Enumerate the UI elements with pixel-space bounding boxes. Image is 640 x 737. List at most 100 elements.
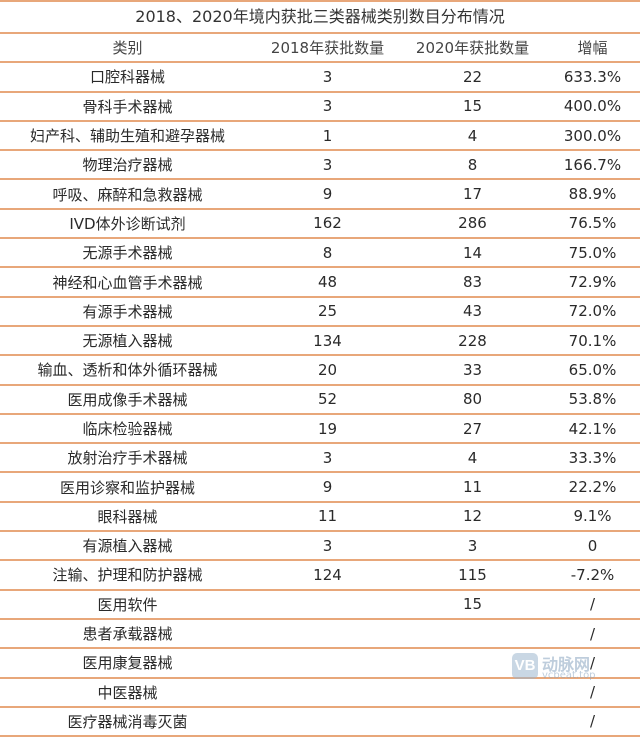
category-cell: 医用软件	[97, 595, 158, 614]
category-cell: IVD体外诊断试剂	[69, 214, 186, 233]
count-2020-cell: 286	[458, 214, 487, 233]
category-cell: 口腔科器械	[89, 68, 165, 87]
count-2018-cell: 8	[322, 243, 333, 262]
table-row: 输血、透析和体外循环器械 20 33 65.0%	[0, 356, 640, 386]
count-2020-cell: 43	[462, 302, 483, 321]
count-2018-cell: 3	[322, 97, 333, 116]
growth-cell: /	[589, 595, 596, 614]
count-2020-cell: 15	[462, 97, 483, 116]
count-2018-cell: 25	[317, 302, 338, 321]
table-row: 医用康复器械 /	[0, 649, 640, 679]
growth-cell: 0	[587, 536, 598, 555]
growth-cell: 65.0%	[568, 360, 617, 379]
table-row: 医用成像手术器械 52 80 53.8%	[0, 386, 640, 415]
category-cell: 临床检验器械	[82, 420, 173, 438]
category-cell: 注输、护理和防护器械	[52, 566, 203, 585]
category-cell: 骨科手术器械	[82, 97, 173, 116]
growth-cell: 53.8%	[568, 390, 617, 409]
table-row: 口腔科器械 3 22 633.3%	[0, 63, 640, 93]
category-cell: 医用康复器械	[82, 654, 173, 673]
count-2018-cell: 9	[322, 185, 333, 204]
category-cell: 神经和心血管手术器械	[52, 273, 203, 292]
count-2020-cell: 115	[458, 565, 487, 584]
table-row: 医用软件 15 /	[0, 591, 640, 620]
count-2018-cell: 48	[317, 273, 338, 292]
growth-cell: 72.9%	[568, 273, 617, 292]
growth-cell: 400.0%	[563, 97, 622, 116]
header-2020-count: 2020年获批数量	[415, 39, 530, 58]
count-2018-cell: 3	[322, 155, 333, 174]
count-2018-cell: 124	[313, 565, 342, 584]
table-row: 有源手术器械 25 43 72.0%	[0, 298, 640, 327]
count-2020-cell: 12	[462, 507, 483, 526]
count-2020-cell: 22	[462, 67, 483, 86]
table-row: 注输、护理和防护器械 124 115 -7.2%	[0, 561, 640, 591]
count-2020-cell: 17	[462, 185, 483, 204]
table-row: 医疗器械消毒灭菌 /	[0, 708, 640, 737]
table-body: 口腔科器械 3 22 633.3% 骨科手术器械 3 15 400.0% 妇产科、辅助生殖和避孕…	[0, 63, 640, 737]
count-2018-cell: 1	[322, 126, 333, 145]
category-cell: 无源植入器械	[82, 332, 173, 351]
table-row: 有源植入器械 3 3 0	[0, 532, 640, 562]
count-2020-cell: 8	[467, 155, 478, 174]
count-2020-cell: 33	[462, 360, 483, 379]
growth-cell: /	[589, 624, 596, 643]
table-row: 物理治疗器械 3 8 166.7%	[0, 151, 640, 181]
table-row: 呼吸、麻醉和急救器械 9 17 88.9%	[0, 180, 640, 210]
category-cell: 医用成像手术器械	[67, 390, 188, 409]
count-2018-cell: 11	[317, 507, 338, 526]
header-category: 类别	[112, 39, 143, 58]
category-cell: 妇产科、辅助生殖和避孕器械	[29, 127, 225, 146]
table-row: 医用诊察和监护器械 9 11 22.2%	[0, 473, 640, 503]
growth-cell: -7.2%	[570, 565, 615, 584]
table-row: 临床检验器械 19 27 42.1%	[0, 415, 640, 445]
table-row: 放射治疗手术器械 3 4 33.3%	[0, 444, 640, 474]
watermark-site: vcbeat.top	[542, 670, 596, 681]
growth-cell: /	[589, 712, 596, 731]
count-2020-cell: 80	[462, 390, 483, 409]
category-cell: 无源手术器械	[82, 244, 173, 263]
count-2020-cell: 83	[462, 273, 483, 292]
header-growth: 增幅	[577, 39, 608, 58]
count-2018-cell: 20	[317, 360, 338, 379]
table-title: 2018、2020年境内获批三类器械类别数目分布情况	[0, 0, 640, 34]
table-row: 神经和心血管手术器械 48 83 72.9%	[0, 268, 640, 298]
category-cell: 患者承载器械	[82, 625, 173, 644]
count-2020-cell: 11	[462, 478, 483, 497]
count-2018-cell: 3	[322, 67, 333, 86]
count-2020-cell: 4	[467, 126, 478, 145]
count-2018-cell: 9	[322, 478, 333, 497]
growth-cell: 72.0%	[568, 302, 617, 321]
category-cell: 输血、透析和体外循环器械	[37, 361, 218, 380]
category-cell: 放射治疗手术器械	[67, 449, 188, 468]
growth-cell: /	[589, 683, 596, 702]
growth-cell: 88.9%	[568, 185, 617, 204]
category-cell: 中医器械	[97, 683, 158, 702]
growth-cell: 633.3%	[563, 67, 622, 86]
growth-cell: 75.0%	[568, 243, 617, 262]
category-cell: 眼科器械	[97, 507, 158, 526]
count-2020-cell: 3	[467, 536, 478, 555]
table-row: 无源手术器械 8 14 75.0%	[0, 239, 640, 269]
count-2020-cell: 15	[462, 595, 483, 614]
growth-cell: 9.1%	[573, 507, 612, 526]
count-2020-cell: 4	[467, 448, 478, 467]
category-cell: 有源手术器械	[82, 302, 173, 321]
count-2020-cell: 14	[462, 243, 483, 262]
growth-cell: 300.0%	[563, 126, 622, 145]
table-row: IVD体外诊断试剂 162 286 76.5%	[0, 210, 640, 240]
watermark-logo-icon: VB	[512, 653, 538, 679]
category-cell: 有源植入器械	[82, 537, 173, 556]
watermark-name: 动脉网	[542, 655, 591, 674]
count-2018-cell: 162	[313, 214, 342, 233]
header-2018-count: 2018年获批数量	[270, 39, 385, 58]
growth-cell: 22.2%	[568, 478, 617, 497]
growth-cell: 33.3%	[568, 448, 617, 467]
count-2020-cell: 27	[462, 419, 483, 438]
table-row: 患者承载器械 /	[0, 620, 640, 650]
category-cell: 医疗器械消毒灭菌	[67, 712, 188, 731]
category-cell: 呼吸、麻醉和急救器械	[52, 185, 203, 204]
table-row: 眼科器械 11 12 9.1%	[0, 503, 640, 533]
category-cell: 物理治疗器械	[82, 156, 173, 175]
